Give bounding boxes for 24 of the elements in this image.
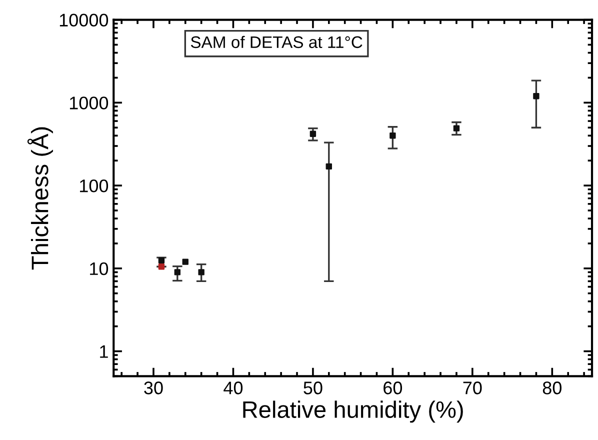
point — [533, 93, 540, 100]
x-axis-title: Relative humidity (%) — [243, 400, 463, 423]
point — [158, 264, 165, 270]
x-tick-label: 50 — [304, 382, 322, 394]
y-tick-label: 10 — [90, 262, 108, 276]
y-tick-label: 100 — [80, 179, 108, 192]
x-tick-label: 70 — [463, 382, 482, 394]
y-tick-label: 1 — [100, 345, 108, 358]
point — [182, 258, 188, 265]
point — [453, 125, 460, 132]
x-tick-label: 40 — [224, 382, 243, 394]
point — [158, 257, 165, 264]
x-tick-label: 30 — [144, 382, 163, 394]
x-tick-label: 60 — [384, 382, 402, 394]
point — [198, 269, 204, 276]
y-tick-label: 1000 — [70, 96, 108, 110]
point — [310, 130, 316, 137]
annotation: SAM of DETAS at 11°C — [190, 36, 362, 48]
y-tick-label: 10000 — [60, 14, 108, 27]
point — [174, 269, 181, 276]
y-axis-title: Thickness (Å) — [27, 127, 53, 270]
point — [326, 163, 332, 170]
x-tick-label: 80 — [542, 382, 562, 394]
point — [390, 132, 396, 139]
